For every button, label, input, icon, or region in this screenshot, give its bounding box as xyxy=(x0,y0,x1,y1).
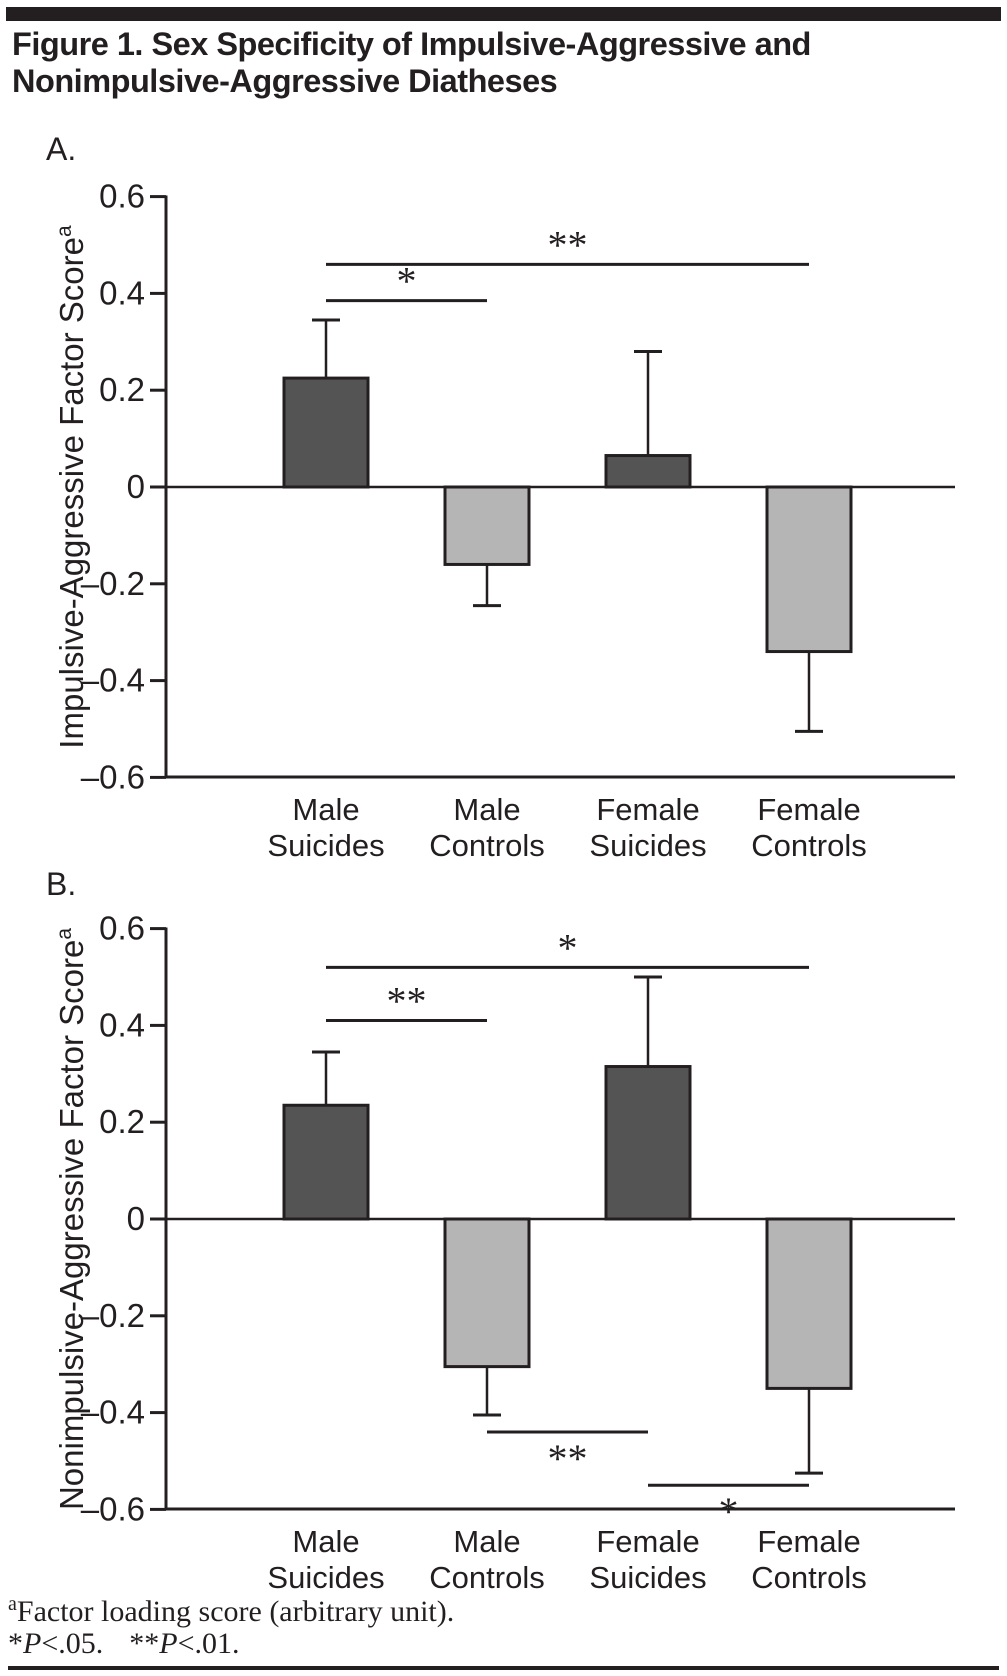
category-label-female-controls: Female Controls xyxy=(751,792,866,863)
y-tick-label-0.6: 0.6 xyxy=(99,910,145,947)
top-rule xyxy=(6,7,1001,21)
bar-male-suicides xyxy=(282,376,370,489)
y-tick-label-–0.4: –0.4 xyxy=(81,1394,145,1431)
category-label-male-suicides: Male Suicides xyxy=(267,1524,384,1595)
panel-letter: A. xyxy=(46,131,76,167)
significance-label-4: * xyxy=(719,1489,739,1534)
bar-female-controls xyxy=(765,485,853,654)
bar-male-controls xyxy=(443,485,531,566)
footnote-text: Factor loading score (arbitrary unit). xyxy=(16,1595,455,1628)
panel-a-chart: A.0.60.40.20–0.2–0.4–0.6***Male SuicidesM… xyxy=(46,131,955,863)
y-tick-label-0.2: 0.2 xyxy=(99,371,145,408)
bar-female-suicides xyxy=(604,1065,692,1221)
y-axis-label: Impulsive-Aggressive Factor Scorea xyxy=(53,225,90,749)
y-axis-label: Nonimpulsive-Aggressive Factor Scorea xyxy=(53,928,90,1510)
category-label-female-suicides: Female Suicides xyxy=(589,1524,706,1595)
panel-b-chart: B.0.60.40.20–0.2–0.4–0.6******Male Suicid… xyxy=(46,866,955,1595)
bottom-rule xyxy=(8,1666,999,1670)
y-tick-label-0: 0 xyxy=(127,1200,145,1237)
significance-label-1: * xyxy=(397,259,417,304)
significance-label-3: ** xyxy=(548,1436,588,1481)
footnote-factor-loading: aFactor loading score (arbitrary unit). xyxy=(8,1593,454,1629)
panel-letter: B. xyxy=(46,866,76,902)
category-label-female-controls: Female Controls xyxy=(751,1524,866,1595)
bar-male-suicides xyxy=(282,1103,370,1221)
category-label-male-controls: Male Controls xyxy=(429,792,544,863)
footnote-superscript: a xyxy=(8,1593,17,1615)
category-label-female-suicides: Female Suicides xyxy=(589,792,706,863)
figure-title: Figure 1. Sex Specificity of Impulsive-A… xyxy=(12,26,982,100)
significance-label-1: ** xyxy=(387,979,427,1024)
y-tick-label-0.4: 0.4 xyxy=(99,1006,145,1043)
y-tick-label-–0.2: –0.2 xyxy=(81,1297,145,1334)
bar-male-controls xyxy=(443,1217,531,1369)
bar-female-suicides xyxy=(604,454,692,489)
bar-female-controls xyxy=(765,1217,853,1390)
y-tick-label-0.6: 0.6 xyxy=(99,178,145,215)
y-tick-label-0.2: 0.2 xyxy=(99,1103,145,1140)
significance-label-2: ** xyxy=(548,222,588,267)
footnote-significance: *P<.05. **P<.01. xyxy=(8,1627,240,1661)
figure-title-line2: Nonimpulsive-Aggressive Diatheses xyxy=(12,63,558,99)
footnote-p01: **P<.01. xyxy=(129,1627,240,1660)
footnote-p05: *P<.05. xyxy=(8,1627,104,1660)
category-label-male-controls: Male Controls xyxy=(429,1524,544,1595)
category-label-male-suicides: Male Suicides xyxy=(267,792,384,863)
y-tick-label-0.4: 0.4 xyxy=(99,274,145,311)
y-tick-label-–0.4: –0.4 xyxy=(81,662,145,699)
significance-label-2: * xyxy=(558,925,578,970)
y-tick-label-–0.6: –0.6 xyxy=(81,758,145,795)
y-tick-label-–0.2: –0.2 xyxy=(81,565,145,602)
figure-title-line1: Figure 1. Sex Specificity of Impulsive-A… xyxy=(12,26,811,62)
y-tick-label-0: 0 xyxy=(127,468,145,505)
y-tick-label-–0.6: –0.6 xyxy=(81,1490,145,1527)
